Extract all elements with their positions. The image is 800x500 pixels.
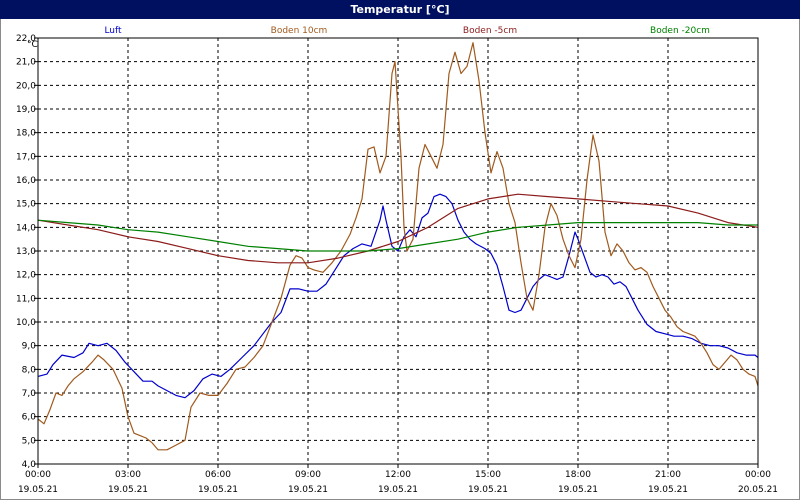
x-tick-time-label: 09:00	[295, 470, 321, 480]
legend-entry-1: Boden 10cm	[271, 26, 328, 36]
window-title: Temperatur [°C]	[0, 0, 800, 19]
y-tick-label: 7,0	[22, 389, 37, 399]
y-tick-label: 21,0	[16, 58, 36, 68]
y-tick-label: 22,0	[16, 34, 36, 44]
y-tick-label: 13,0	[16, 247, 36, 257]
y-tick-label: 19,0	[16, 105, 36, 115]
y-tick-label: 8,0	[22, 365, 37, 375]
x-tick-date-label: 19.05.21	[468, 485, 508, 495]
x-tick-date-label: 19.05.21	[558, 485, 598, 495]
y-tick-label: 10,0	[16, 318, 36, 328]
y-axis: 4,0 5,0 6,0 7,0 8,0 9,0 10,0 11,0 12,0 13,0 14,0 15…	[16, 34, 38, 470]
y-tick-label: 4,0	[22, 460, 37, 470]
y-tick-label: 6,0	[22, 413, 37, 423]
x-tick-date-label: 20.05.21	[738, 485, 778, 495]
y-tick-label: 16,0	[16, 176, 36, 186]
series-line-0	[37, 193, 759, 399]
legend-entry-0: Luft	[104, 26, 122, 36]
x-tick-time-label: 00:00	[25, 470, 51, 480]
y-tick-label: 5,0	[22, 436, 37, 446]
x-tick-date-label: 19.05.21	[108, 485, 148, 495]
series-lines	[37, 42, 759, 451]
x-tick-date-label: 19.05.21	[18, 485, 58, 495]
y-tick-label: 9,0	[22, 342, 37, 352]
series-line-2	[37, 193, 759, 264]
y-tick-label: 15,0	[16, 200, 36, 210]
y-axis-unit-label: °C	[27, 40, 38, 50]
legend-entry-3: Boden -20cm	[650, 26, 710, 36]
series-line-1	[37, 42, 759, 451]
y-tick-label: 18,0	[16, 129, 36, 139]
y-tick-label: 20,0	[16, 81, 36, 91]
x-tick-time-label: 12:00	[385, 470, 411, 480]
grid	[38, 37, 758, 464]
x-tick-time-label: 03:00	[115, 470, 141, 480]
x-tick-date-label: 19.05.21	[648, 485, 688, 495]
x-tick-time-label: 15:00	[475, 470, 501, 480]
x-tick-time-label: 21:00	[655, 470, 681, 480]
y-tick-label: 14,0	[16, 223, 36, 233]
y-tick-label: 17,0	[16, 152, 36, 162]
x-tick-date-label: 19.05.21	[198, 485, 238, 495]
x-axis: 00:00 19.05.21 03:00 19.05.21 06:00 19.05.21 0…	[18, 464, 778, 495]
y-tick-label: 12,0	[16, 271, 36, 281]
x-tick-date-label: 19.05.21	[378, 485, 418, 495]
x-tick-time-label: 06:00	[205, 470, 231, 480]
y-tick-label: 11,0	[16, 294, 36, 304]
legend: Luft Boden 10cm Boden -5cm Boden -20cm	[104, 26, 710, 36]
legend-entry-2: Boden -5cm	[463, 26, 517, 36]
series-line-3	[37, 219, 758, 252]
x-tick-time-label: 00:00	[745, 470, 771, 480]
x-tick-time-label: 18:00	[565, 470, 591, 480]
x-tick-date-label: 19.05.21	[288, 485, 328, 495]
